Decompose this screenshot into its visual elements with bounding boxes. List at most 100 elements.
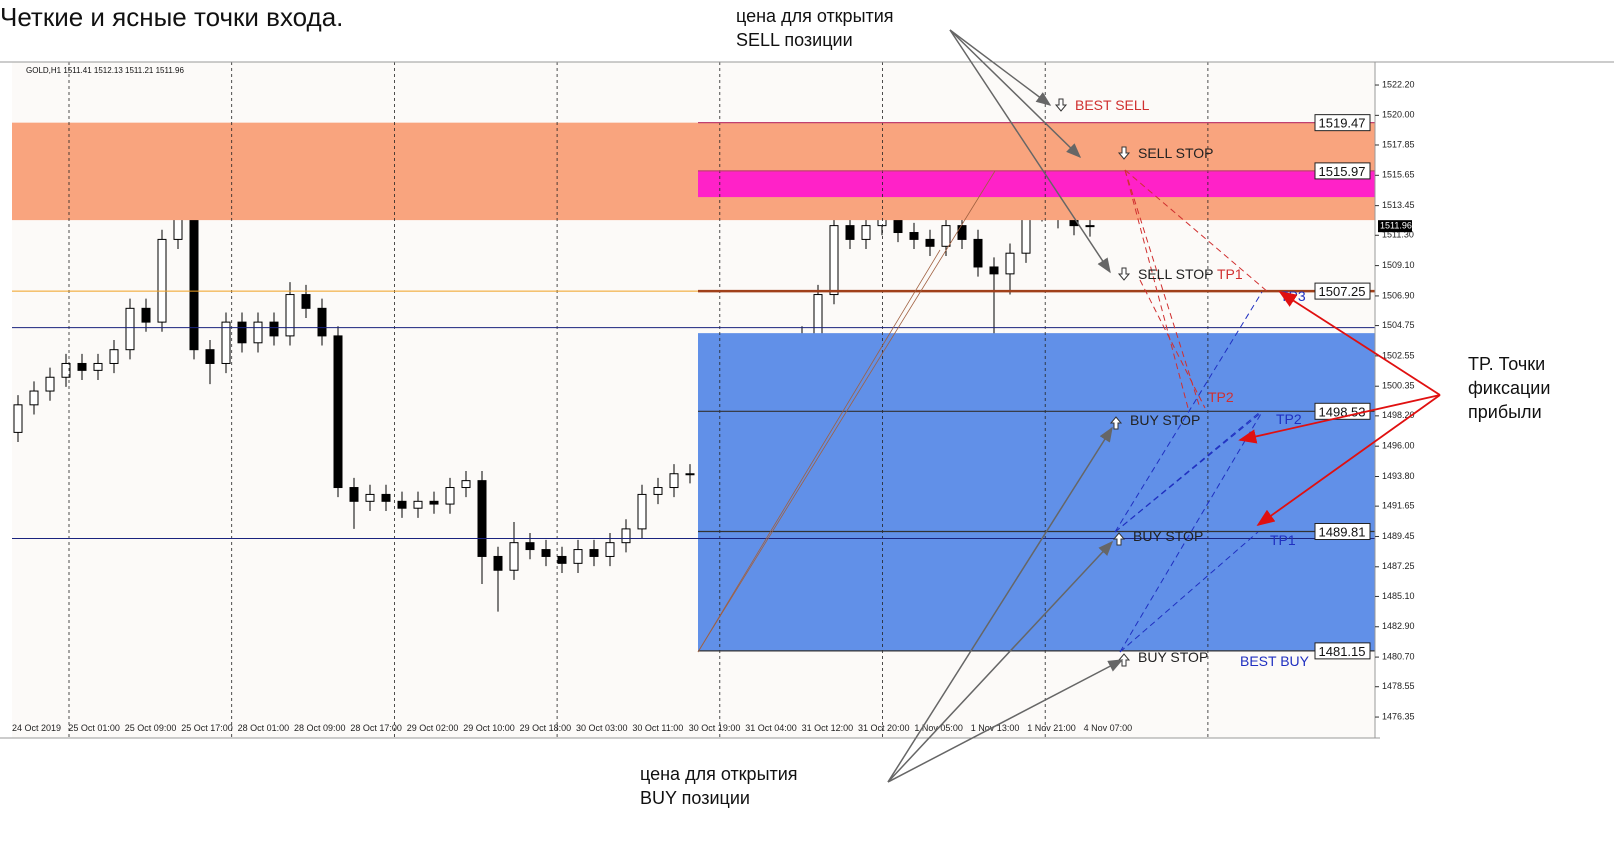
- candle-body: [477, 480, 487, 557]
- candle-body: [301, 294, 311, 309]
- y-tick-label: 1498.20: [1382, 410, 1415, 420]
- candle-body: [461, 480, 471, 489]
- candle-body: [541, 549, 551, 557]
- tp-dash: [1124, 169, 1189, 409]
- x-tick-label: 31 Oct 12:00: [802, 723, 854, 733]
- x-tick-label: 25 Oct 17:00: [181, 723, 233, 733]
- candle-body: [989, 266, 999, 275]
- pointer: [949, 29, 1111, 274]
- candle-body: [509, 542, 519, 571]
- candle-body: [253, 321, 263, 344]
- order-label: BUY STOP: [1130, 412, 1200, 428]
- pointer: [887, 540, 1114, 783]
- x-tick-label: 25 Oct 01:00: [68, 723, 120, 733]
- y-tick-label: 1502.55: [1382, 350, 1415, 360]
- order-label: TP1: [1270, 532, 1296, 548]
- level-label: 1489.81: [1319, 525, 1366, 540]
- candle-body: [445, 487, 455, 505]
- annotation: TP. Точки: [1468, 354, 1545, 374]
- candle-body: [397, 500, 407, 509]
- order-arrow: [1112, 532, 1126, 546]
- candle-body: [109, 349, 119, 364]
- pointer: [887, 426, 1113, 783]
- candle-body: [1085, 225, 1095, 228]
- y-tick-label: 1478.55: [1382, 681, 1415, 691]
- order-arrow: [1054, 98, 1068, 112]
- level-box: [1314, 523, 1371, 541]
- tp-dash: [1119, 531, 1259, 653]
- x-tick-label: 31 Oct 20:00: [858, 723, 910, 733]
- tp-dash: [1139, 279, 1206, 409]
- candle-body: [93, 362, 103, 371]
- candle-body: [205, 349, 215, 364]
- order-arrow: [1109, 416, 1123, 430]
- trend-line: [697, 170, 996, 653]
- y-tick-label: 1493.80: [1382, 471, 1415, 481]
- y-tick-label: 1487.25: [1382, 561, 1415, 571]
- tp-dash: [1124, 169, 1201, 409]
- tp-dash: [1114, 291, 1263, 533]
- annotation: цена для открытия: [736, 6, 894, 26]
- annotation: цена для открытия: [640, 764, 798, 784]
- candle-body: [125, 307, 135, 351]
- y-tick-label: 1522.20: [1382, 79, 1415, 89]
- candle-body: [589, 549, 599, 557]
- y-tick-label: 1476.35: [1382, 711, 1415, 721]
- candle-body: [349, 487, 359, 502]
- page-title: Четкие и ясные точки входа.: [0, 2, 343, 32]
- order-label: SELL STOP: [1138, 266, 1213, 282]
- candle-body: [493, 555, 503, 571]
- x-tick-label: 29 Oct 10:00: [463, 723, 515, 733]
- level-label: 1519.47: [1319, 116, 1366, 131]
- y-tick-label: 1500.35: [1382, 381, 1415, 391]
- y-tick-label: 1491.65: [1382, 501, 1415, 511]
- level-box: [1314, 114, 1371, 132]
- x-tick-label: 4 Nov 07:00: [1084, 723, 1133, 733]
- y-tick-label: 1517.85: [1382, 139, 1415, 149]
- pointer: [1278, 291, 1441, 396]
- candle-body: [45, 376, 55, 392]
- candle-body: [925, 238, 935, 247]
- x-tick-label: 28 Oct 09:00: [294, 723, 346, 733]
- candle-body: [61, 362, 71, 378]
- candle-body: [29, 390, 39, 406]
- y-tick-label: 1482.90: [1382, 621, 1415, 631]
- candle-body: [365, 493, 375, 502]
- x-tick-label: 30 Oct 03:00: [576, 723, 628, 733]
- candle-body: [573, 549, 583, 564]
- candle-body: [77, 362, 87, 371]
- x-tick-label: 24 Oct 2019: [12, 723, 61, 733]
- x-tick-label: 29 Oct 02:00: [407, 723, 459, 733]
- zone: [698, 333, 1375, 651]
- x-tick-label: 1 Nov 21:00: [1027, 723, 1076, 733]
- y-tick-label: 1496.00: [1382, 441, 1415, 451]
- order-label: SELL STOP: [1138, 145, 1213, 161]
- annotation: фиксации: [1468, 378, 1550, 398]
- candle-body: [621, 528, 631, 544]
- candle-body: [221, 321, 231, 364]
- order-label: TP2: [1276, 411, 1302, 427]
- candle-body: [525, 542, 535, 551]
- y-tick-label: 1506.90: [1382, 290, 1415, 300]
- candle-body: [845, 225, 855, 240]
- level-box: [1314, 282, 1371, 300]
- symbol-header: GOLD,H1 1511.41 1512.13 1511.21 1511.96: [26, 66, 184, 75]
- y-tick-label: 1520.00: [1382, 110, 1415, 120]
- zone: [698, 170, 1375, 198]
- y-tick-label: 1480.70: [1382, 651, 1415, 661]
- x-tick-label: 25 Oct 09:00: [125, 723, 177, 733]
- order-label: BEST SELL: [1075, 97, 1150, 113]
- order-label: BUY STOP: [1138, 649, 1208, 665]
- level-box: [1314, 162, 1371, 180]
- level-label: 1498.53: [1319, 404, 1366, 419]
- annotation: BUY позиции: [640, 788, 750, 808]
- x-tick-label: 29 Oct 18:00: [520, 723, 572, 733]
- tp-dash: [1114, 411, 1261, 533]
- y-tick-label: 1509.10: [1382, 260, 1415, 270]
- order-label: TP2: [1208, 389, 1234, 405]
- y-tick-label: 1504.75: [1382, 320, 1415, 330]
- annotation: SELL позиции: [736, 30, 853, 50]
- candle-body: [909, 232, 919, 240]
- level-label: 1481.15: [1319, 644, 1366, 659]
